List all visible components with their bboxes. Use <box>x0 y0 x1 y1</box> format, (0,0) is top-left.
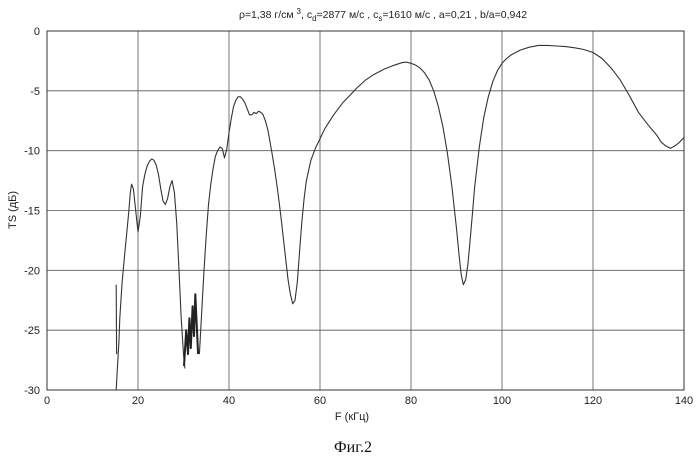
title-part: =1610 м/с , a=0,21 , b/a=0,942 <box>382 9 527 21</box>
y-tick-label: -25 <box>24 325 40 337</box>
y-tick-label: 0 <box>34 26 40 38</box>
y-tick-label: -20 <box>24 265 40 277</box>
y-tick-label: -10 <box>24 146 40 158</box>
x-tick-label: 80 <box>405 395 417 407</box>
title-part: , c <box>301 9 312 21</box>
title-part: =2877 м/с , c <box>317 9 379 21</box>
y-tick-label: -5 <box>30 86 40 98</box>
x-tick-label: 100 <box>493 395 511 407</box>
figure-caption: Фиг.2 <box>334 439 372 456</box>
x-tick-label: 20 <box>132 395 144 407</box>
x-tick-label: 120 <box>584 395 602 407</box>
x-tick-label: 40 <box>223 395 235 407</box>
grid-lines <box>47 31 684 390</box>
chart-title: ρ=1,38 г/см 3, cd=2877 м/с , cs=1610 м/с… <box>239 7 527 23</box>
series-lines <box>116 45 684 390</box>
series-line <box>184 294 198 366</box>
x-tick-label: 0 <box>44 395 50 407</box>
title-part: ρ=1,38 г/см <box>239 9 297 21</box>
x-tick-label: 140 <box>675 395 693 407</box>
y-tick-label: -30 <box>24 385 40 397</box>
x-axis-label: F (кГц) <box>335 411 369 423</box>
series-line <box>199 45 684 354</box>
y-axis-label: TS (дБ) <box>7 191 19 229</box>
y-tick-label: -15 <box>24 206 40 218</box>
x-tick-label: 60 <box>314 395 326 407</box>
series-line <box>116 159 185 390</box>
